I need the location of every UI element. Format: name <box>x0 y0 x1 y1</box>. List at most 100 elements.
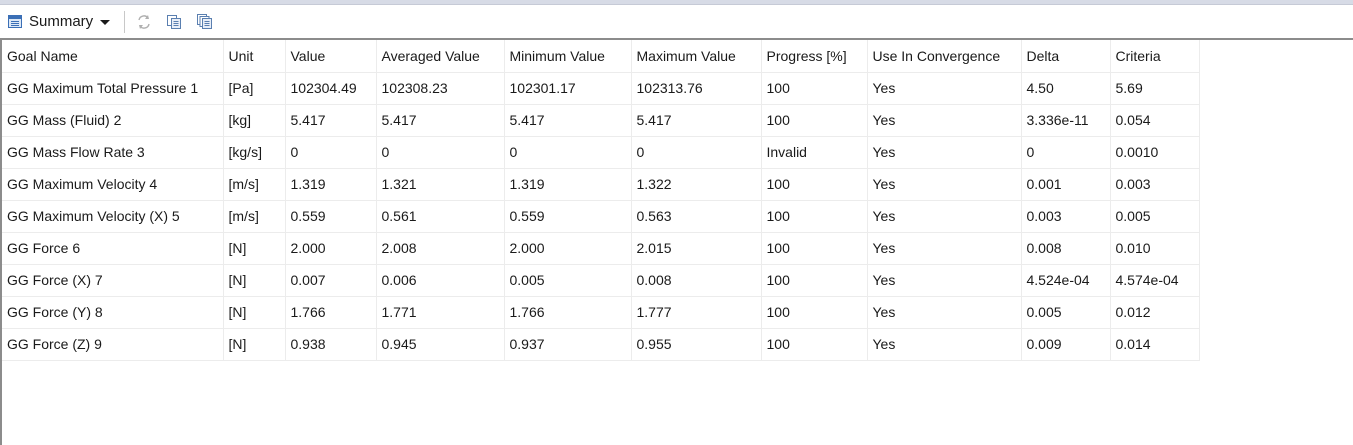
minimum-value-cell: 1.766 <box>504 296 632 329</box>
copy-all-icon <box>196 14 212 29</box>
toolbar-separator <box>124 10 126 33</box>
view-dropdown[interactable]: Summary <box>8 10 114 34</box>
progress-cell: 100 <box>761 328 868 361</box>
minimum-value-cell: 1.319 <box>504 168 632 201</box>
use-in-convergence-cell: Yes <box>867 136 1022 169</box>
delta-cell: 3.336e-11 <box>1021 104 1111 137</box>
column-header[interactable]: Maximum Value <box>631 40 762 73</box>
maximum-value-cell: 1.777 <box>631 296 762 329</box>
use-in-convergence-cell: Yes <box>867 168 1022 201</box>
delta-cell: 0.003 <box>1021 200 1111 233</box>
table-row[interactable]: GG Mass (Fluid) 2 [kg] 5.417 5.417 5.417 5.41… <box>2 104 1200 137</box>
value-cell: 0.938 <box>285 328 377 361</box>
averaged-value-cell: 0.006 <box>376 264 505 297</box>
value-cell: 0 <box>285 136 377 169</box>
value-cell: 0.559 <box>285 200 377 233</box>
progress-cell: 100 <box>761 264 868 297</box>
goal-name-cell: GG Maximum Velocity (X) 5 <box>2 200 224 233</box>
maximum-value-cell: 5.417 <box>631 104 762 137</box>
goal-rows: GG Maximum Total Pressure 1 [Pa] 102304.49… <box>2 72 1200 361</box>
maximum-value-cell: 1.322 <box>631 168 762 201</box>
column-header[interactable]: Progress [%] <box>761 40 868 73</box>
maximum-value-cell: 0.563 <box>631 200 762 233</box>
maximum-value-cell: 2.015 <box>631 232 762 265</box>
column-header[interactable]: Delta <box>1021 40 1111 73</box>
minimum-value-cell: 2.000 <box>504 232 632 265</box>
copy-icon <box>167 14 182 29</box>
goal-name-cell: GG Maximum Velocity 4 <box>2 168 224 201</box>
progress-cell: Invalid <box>761 136 868 169</box>
delta-cell: 0.005 <box>1021 296 1111 329</box>
table-row[interactable]: GG Force 6 [N] 2.000 2.008 2.000 2.015 100 Yes 0… <box>2 232 1200 265</box>
maximum-value-cell: 0 <box>631 136 762 169</box>
criteria-cell: 0.012 <box>1110 296 1200 329</box>
maximum-value-cell: 0.008 <box>631 264 762 297</box>
column-header[interactable]: Averaged Value <box>376 40 505 73</box>
maximum-value-cell: 0.955 <box>631 328 762 361</box>
table-row[interactable]: GG Maximum Velocity (X) 5 [m/s] 0.559 0.561… <box>2 200 1200 233</box>
table-row[interactable]: GG Mass Flow Rate 3 [kg/s] 0 0 0 0 Invalid Yes 0… <box>2 136 1200 169</box>
value-cell: 1.319 <box>285 168 377 201</box>
criteria-cell: 5.69 <box>1110 72 1200 105</box>
value-cell: 2.000 <box>285 232 377 265</box>
minimum-value-cell: 0.937 <box>504 328 632 361</box>
use-in-convergence-cell: Yes <box>867 232 1022 265</box>
progress-cell: 100 <box>761 104 868 137</box>
table-row[interactable]: GG Maximum Velocity 4 [m/s] 1.319 1.321 1.31… <box>2 168 1200 201</box>
table-row[interactable]: GG Force (Z) 9 [N] 0.938 0.945 0.937 0.955 100… <box>2 328 1200 361</box>
progress-cell: 100 <box>761 296 868 329</box>
use-in-convergence-cell: Yes <box>867 328 1022 361</box>
column-header[interactable]: Use In Convergence <box>867 40 1022 73</box>
unit-cell: [m/s] <box>223 168 286 201</box>
grid-left-border <box>0 40 2 445</box>
copy-button[interactable] <box>165 13 183 31</box>
use-in-convergence-cell: Yes <box>867 104 1022 137</box>
averaged-value-cell: 0.561 <box>376 200 505 233</box>
progress-cell: 100 <box>761 168 868 201</box>
progress-cell: 100 <box>761 72 868 105</box>
criteria-cell: 0.003 <box>1110 168 1200 201</box>
column-header[interactable]: Minimum Value <box>504 40 632 73</box>
summary-table-icon <box>8 15 22 28</box>
column-header[interactable]: Unit <box>223 40 286 73</box>
delta-cell: 0 <box>1021 136 1111 169</box>
unit-cell: [N] <box>223 296 286 329</box>
use-in-convergence-cell: Yes <box>867 296 1022 329</box>
unit-cell: [m/s] <box>223 200 286 233</box>
table-row[interactable]: GG Force (X) 7 [N] 0.007 0.006 0.005 0.008 100… <box>2 264 1200 297</box>
toolbar: Summary <box>0 5 1353 38</box>
averaged-value-cell: 0.945 <box>376 328 505 361</box>
criteria-cell: 0.0010 <box>1110 136 1200 169</box>
column-header[interactable]: Goal Name <box>2 40 224 73</box>
table-row[interactable]: GG Maximum Total Pressure 1 [Pa] 102304.49… <box>2 72 1200 105</box>
window-top-strip <box>0 0 1353 5</box>
value-cell: 5.417 <box>285 104 377 137</box>
use-in-convergence-cell: Yes <box>867 264 1022 297</box>
delta-cell: 0.001 <box>1021 168 1111 201</box>
column-header[interactable]: Value <box>285 40 377 73</box>
copy-all-button[interactable] <box>195 13 213 31</box>
averaged-value-cell: 1.321 <box>376 168 505 201</box>
table-row[interactable]: GG Force (Y) 8 [N] 1.766 1.771 1.766 1.777 100… <box>2 296 1200 329</box>
table-header-row: Goal Name Unit Value Averaged Value Mini… <box>2 40 1200 73</box>
minimum-value-cell: 0 <box>504 136 632 169</box>
column-header[interactable]: Criteria <box>1110 40 1200 73</box>
delta-cell: 0.009 <box>1021 328 1111 361</box>
averaged-value-cell: 1.771 <box>376 296 505 329</box>
refresh-button[interactable] <box>135 13 153 31</box>
delta-cell: 0.008 <box>1021 232 1111 265</box>
value-cell: 1.766 <box>285 296 377 329</box>
delta-cell: 4.524e-04 <box>1021 264 1111 297</box>
averaged-value-cell: 5.417 <box>376 104 505 137</box>
view-dropdown-label: Summary <box>29 13 94 30</box>
criteria-cell: 0.054 <box>1110 104 1200 137</box>
unit-cell: [N] <box>223 264 286 297</box>
unit-cell: [N] <box>223 232 286 265</box>
goal-name-cell: GG Maximum Total Pressure 1 <box>2 72 224 105</box>
use-in-convergence-cell: Yes <box>867 200 1022 233</box>
goal-name-cell: GG Force (X) 7 <box>2 264 224 297</box>
delta-cell: 4.50 <box>1021 72 1111 105</box>
goals-table: Goal Name Unit Value Averaged Value Mini… <box>2 40 1200 361</box>
chevron-down-icon <box>100 20 111 25</box>
